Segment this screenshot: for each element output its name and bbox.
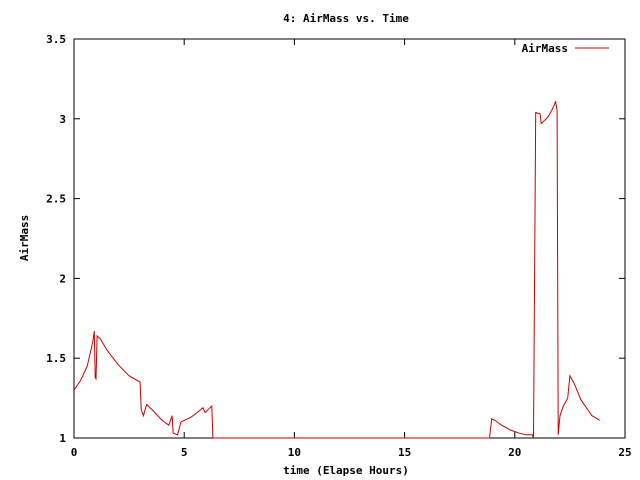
plot-frame xyxy=(73,38,626,439)
tick-labels: 0 5 10 15 20 25 1 1.5 2 2.5 3 3.5 xyxy=(46,33,632,459)
x-tick-label: 10 xyxy=(288,446,301,459)
x-tick-label: 25 xyxy=(618,446,631,459)
y-axis-label: AirMass xyxy=(18,215,31,261)
y-tick-label: 3 xyxy=(59,113,66,126)
x-axis-label: time (Elapse Hours) xyxy=(283,464,409,477)
y-tick-label: 1.5 xyxy=(46,352,66,365)
legend-label: AirMass xyxy=(522,42,568,55)
y-tick-label: 2.5 xyxy=(46,193,66,206)
y-tick-label: 3.5 xyxy=(46,33,66,46)
x-tick-label: 15 xyxy=(398,446,411,459)
x-tick-label: 5 xyxy=(181,446,188,459)
legend: AirMass xyxy=(522,42,609,55)
chart-title: 4: AirMass vs. Time xyxy=(283,12,409,25)
x-tick-label: 20 xyxy=(508,446,521,459)
y-tick-label: 2 xyxy=(59,272,66,285)
series-line-airmass xyxy=(73,101,600,439)
y-tick-label: 1 xyxy=(59,432,66,445)
x-tick-label: 0 xyxy=(71,446,78,459)
axis-ticks xyxy=(73,38,626,439)
